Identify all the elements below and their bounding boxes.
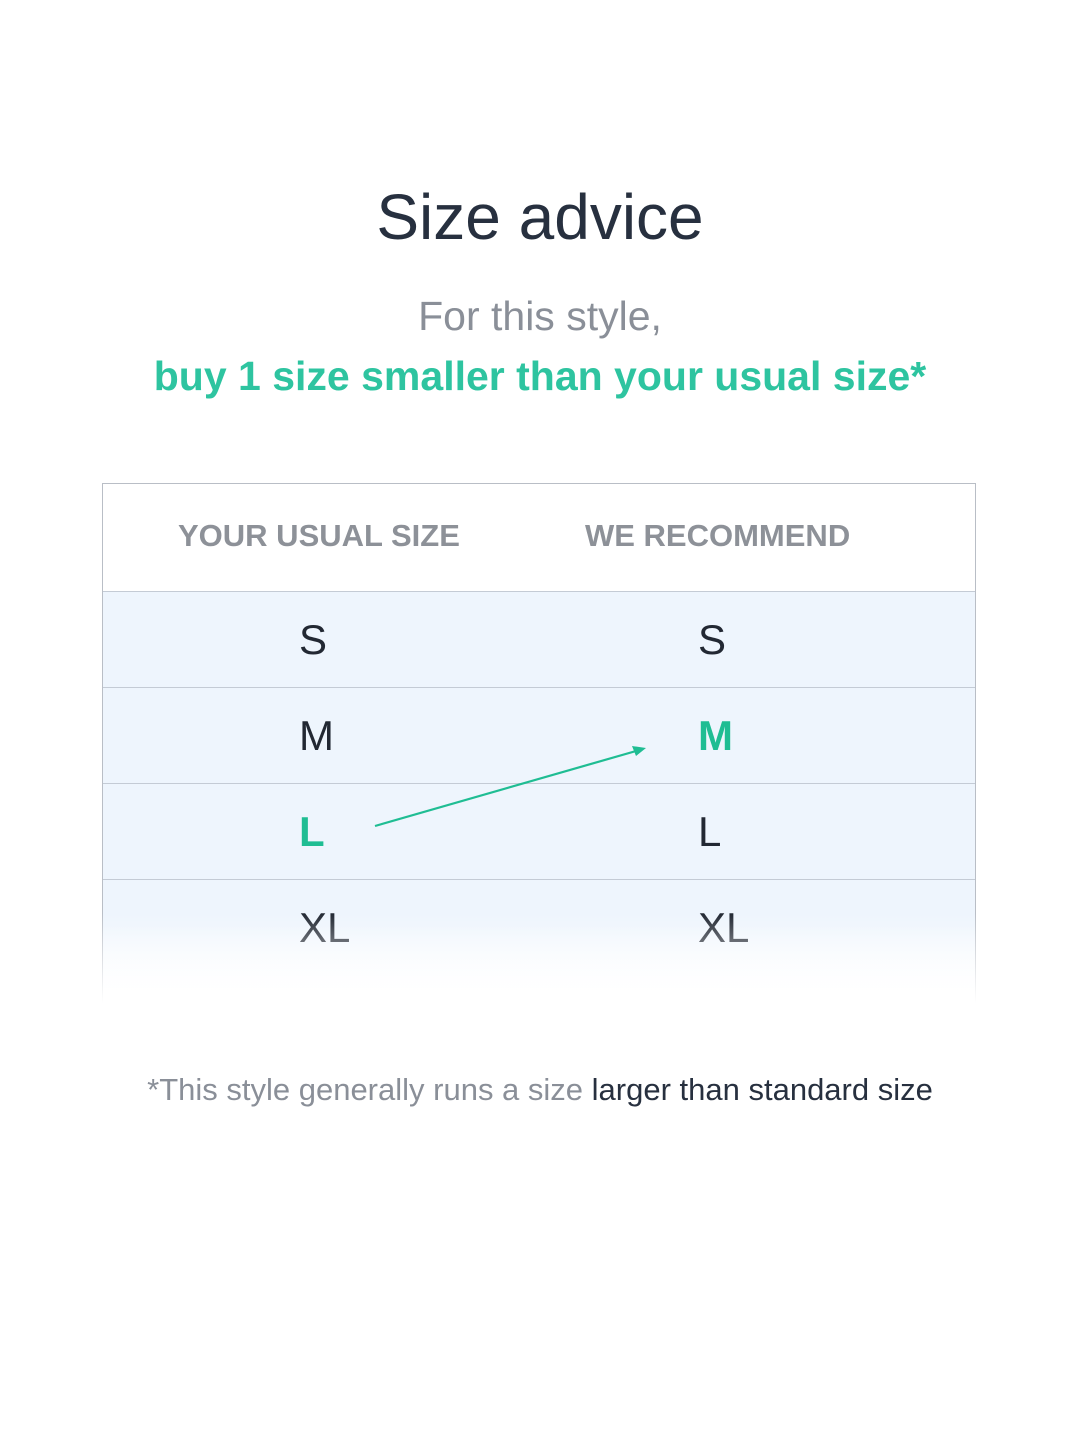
page-title: Size advice (376, 181, 704, 253)
footnote-emphasis: larger than standard size (591, 1072, 933, 1107)
table-row: M M (103, 687, 975, 784)
usual-size-cell-highlighted: L (299, 808, 325, 855)
recommend-size-cell: S (698, 616, 727, 663)
footnote-muted: *This style generally runs a size (147, 1072, 592, 1107)
recommend-size-cell-highlighted: M (698, 712, 733, 759)
header-we-recommend: WE RECOMMEND (585, 518, 851, 553)
table-fade (101, 913, 977, 1003)
size-table: YOUR USUAL SIZE WE RECOMMEND S S M M L L… (101, 483, 977, 1003)
subtitle: For this style, (418, 293, 662, 339)
recommendation-text: buy 1 size smaller than your usual size* (153, 353, 927, 399)
usual-size-cell: M (299, 712, 334, 759)
header-usual-size: YOUR USUAL SIZE (178, 518, 460, 553)
table-row: L L (103, 783, 975, 880)
footnote: *This style generally runs a size larger… (0, 1072, 1080, 1108)
usual-size-cell: S (299, 616, 328, 663)
table-row: S S (103, 591, 975, 688)
recommend-size-cell: L (698, 808, 722, 855)
